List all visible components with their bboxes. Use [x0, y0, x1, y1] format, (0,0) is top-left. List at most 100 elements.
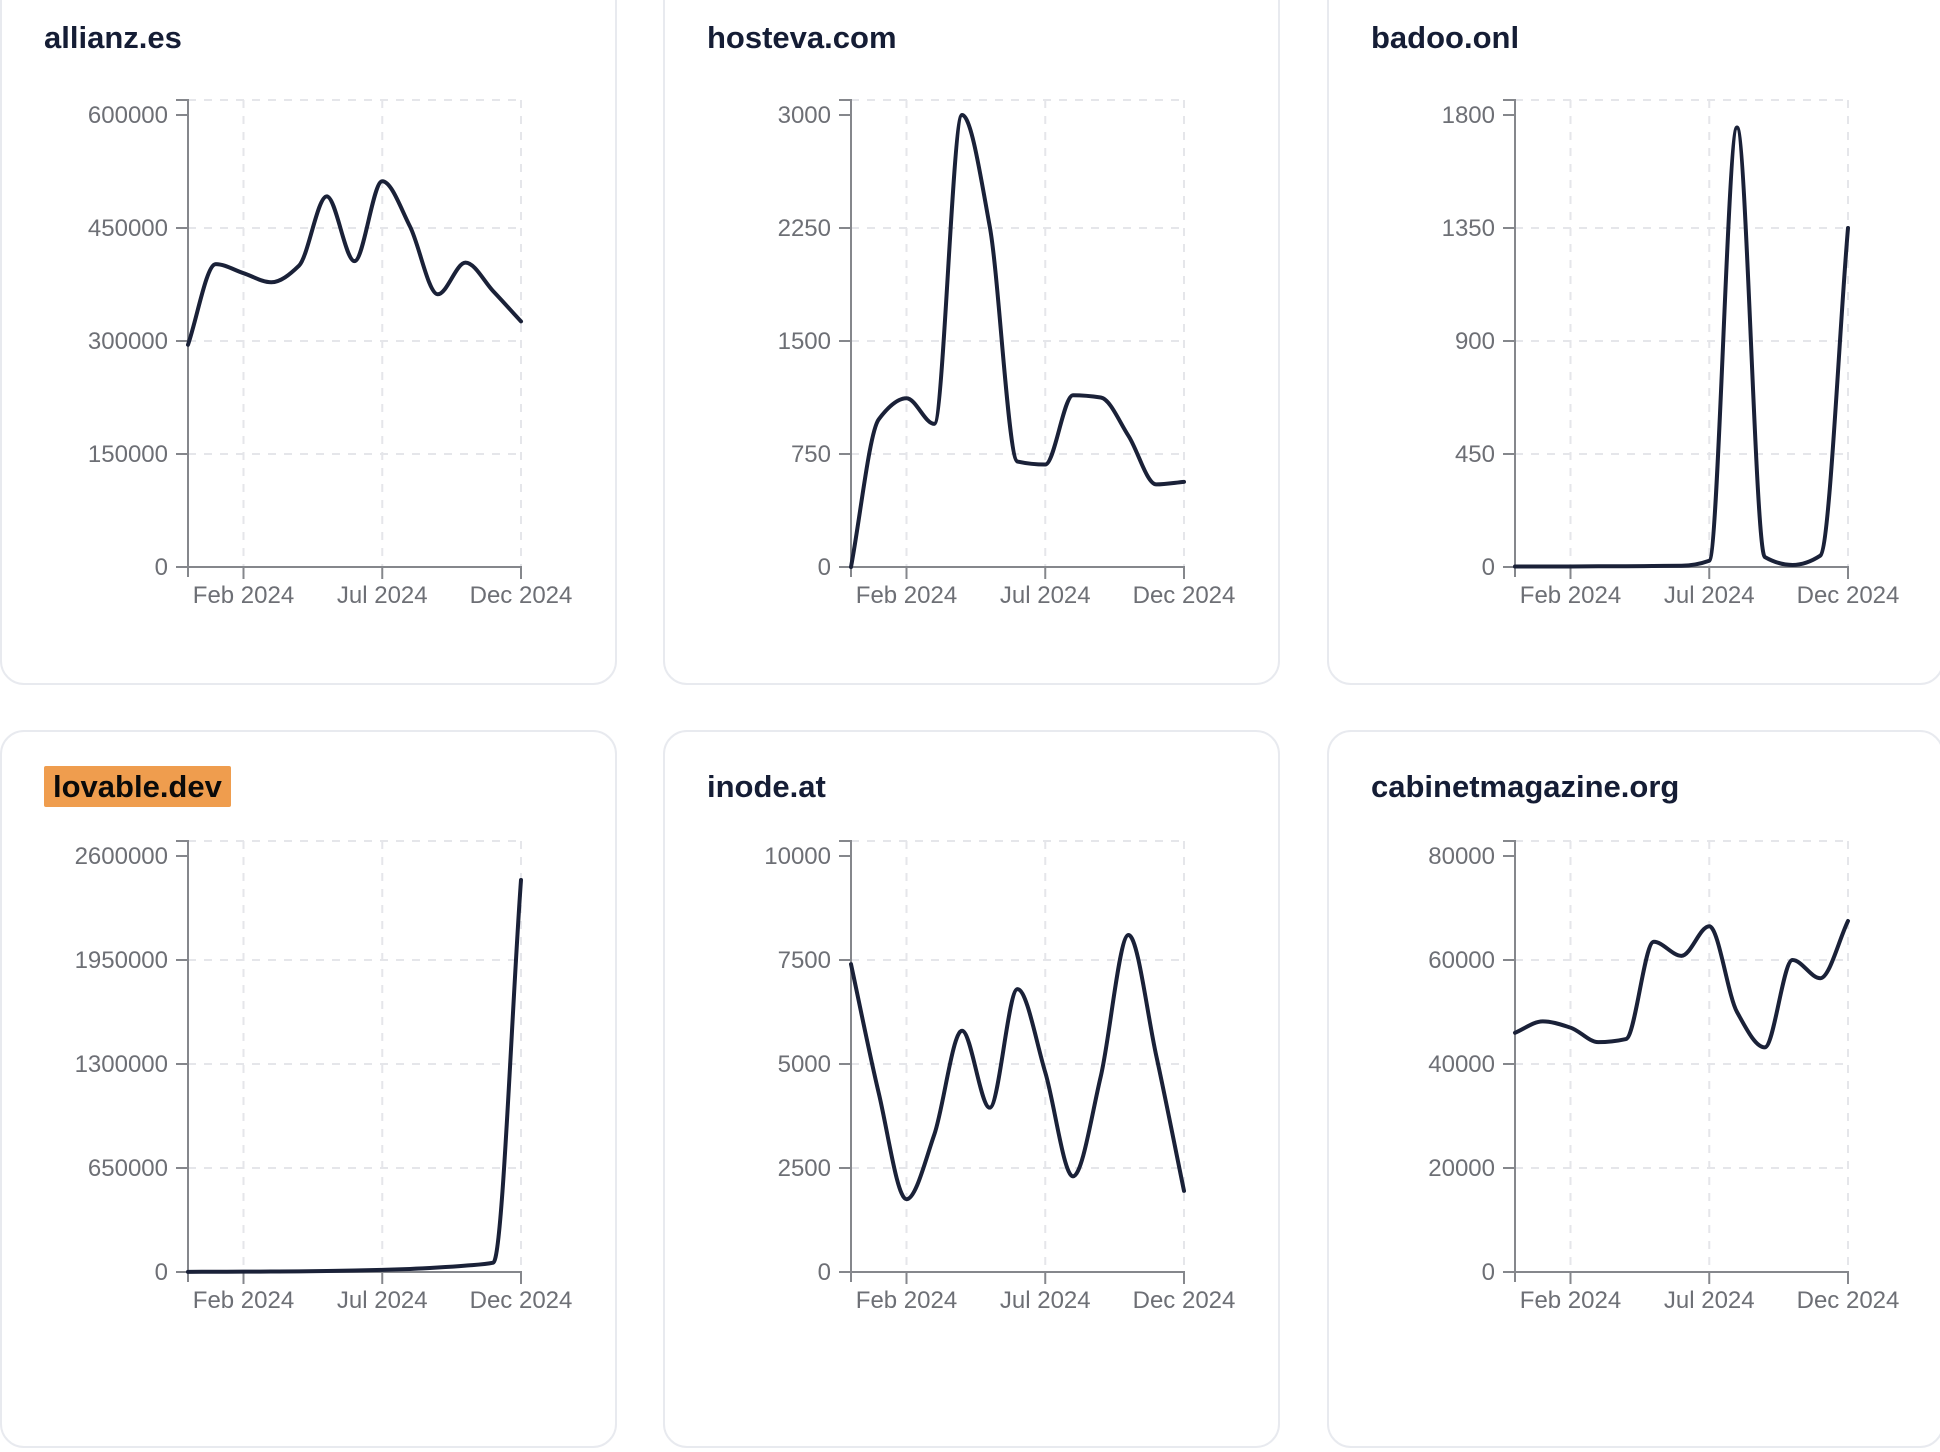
y-tick-label: 7500 [778, 947, 831, 974]
x-tick-label: Feb 2024 [856, 582, 957, 609]
chart-title: allianz.es [44, 18, 182, 58]
y-axis [839, 840, 852, 1273]
x-tick-label: Dec 2024 [1797, 582, 1900, 609]
line-chart: 0 750 1500 2250 3000 Feb 2024 Jul 2024 Dec 2024 [778, 99, 1236, 609]
y-tick-label: 40000 [1428, 1051, 1495, 1078]
x-tick-label: Jul 2024 [1000, 1287, 1091, 1314]
x-tick-label: Feb 2024 [193, 1287, 294, 1314]
chart-card: lovable.dev 0 650000 1300000 1950000 2600000 F… [0, 730, 617, 1448]
line-chart: 0 20000 40000 60000 80000 Feb 2024 Jul 2024 Dec… [1428, 840, 1900, 1314]
series-line [1513, 919, 1850, 1050]
chart-title: inode.at [707, 767, 826, 807]
y-axis [176, 99, 189, 568]
x-tick-label: Jul 2024 [1664, 582, 1755, 609]
chart-title-text: inode.at [707, 769, 826, 804]
chart-title-text: badoo.onl [1371, 20, 1520, 55]
chart-title-text: hosteva.com [707, 20, 897, 55]
y-tick-label: 1300000 [75, 1051, 168, 1078]
y-tick-labels: 0 20000 40000 60000 80000 [1428, 843, 1495, 1286]
x-tick-labels: Feb 2024 Jul 2024 Dec 2024 [193, 1287, 573, 1314]
x-axis [187, 566, 522, 579]
gridlines [1515, 840, 1849, 1272]
y-axis [839, 99, 852, 568]
y-tick-label: 0 [1482, 1259, 1495, 1286]
chart-card: cabinetmagazine.org 0 20000 40000 60000 80000… [1327, 730, 1940, 1448]
x-tick-label: Jul 2024 [1664, 1287, 1755, 1314]
y-tick-label: 650000 [88, 1155, 168, 1182]
x-axis [187, 1271, 522, 1284]
y-tick-label: 1500 [778, 328, 831, 355]
y-axis [1503, 840, 1516, 1273]
line-chart: 0 150000 300000 450000 600000 Feb 2024 Jul 202… [88, 99, 573, 609]
chart-card: badoo.onl 0 450 900 1350 1800 Feb 2024 Jul 2024… [1327, 0, 1940, 685]
y-axis [1503, 99, 1516, 568]
x-tick-label: Feb 2024 [193, 582, 294, 609]
chart-title-text: cabinetmagazine.org [1371, 769, 1680, 804]
series-line [849, 933, 1186, 1202]
line-chart: 0 450 900 1350 1800 Feb 2024 Jul 2024 Dec 2024 [1442, 99, 1900, 609]
y-tick-label: 20000 [1428, 1155, 1495, 1182]
x-tick-label: Feb 2024 [1520, 582, 1621, 609]
y-tick-label: 0 [155, 1259, 168, 1286]
x-tick-label: Dec 2024 [1133, 582, 1236, 609]
y-tick-labels: 0 650000 1300000 1950000 2600000 [75, 843, 168, 1286]
y-tick-label: 5000 [778, 1051, 831, 1078]
x-tick-label: Feb 2024 [1520, 1287, 1621, 1314]
chart-card: inode.at 0 2500 5000 7500 10000 Feb 2024 Jul 20… [663, 730, 1280, 1448]
y-tick-labels: 0 2500 5000 7500 10000 [764, 843, 831, 1286]
gridlines [851, 840, 1185, 1272]
chart-card: hosteva.com 0 750 1500 2250 3000 Feb 2024 Jul 2… [663, 0, 1280, 685]
y-tick-label: 3000 [778, 102, 831, 129]
y-axis [176, 840, 189, 1273]
series-line [186, 179, 523, 347]
y-tick-label: 2600000 [75, 843, 168, 870]
x-tick-labels: Feb 2024 Jul 2024 Dec 2024 [1520, 1287, 1900, 1314]
series-line [1513, 125, 1850, 569]
y-tick-label: 1800 [1442, 102, 1495, 129]
x-tick-label: Jul 2024 [337, 582, 428, 609]
y-tick-label: 10000 [764, 843, 831, 870]
x-axis [1514, 566, 1849, 579]
x-tick-labels: Feb 2024 Jul 2024 Dec 2024 [856, 1287, 1236, 1314]
y-tick-label: 0 [818, 554, 831, 581]
x-tick-label: Jul 2024 [1000, 582, 1091, 609]
line-chart: 0 2500 5000 7500 10000 Feb 2024 Jul 2024 Dec 20… [764, 840, 1236, 1314]
y-tick-label: 450000 [88, 215, 168, 242]
gridlines [851, 99, 1185, 567]
x-tick-label: Feb 2024 [856, 1287, 957, 1314]
x-tick-labels: Feb 2024 Jul 2024 Dec 2024 [856, 582, 1236, 609]
chart-title: lovable.dev [44, 766, 231, 807]
y-tick-label: 2250 [778, 215, 831, 242]
y-tick-labels: 0 750 1500 2250 3000 [778, 102, 831, 581]
y-tick-label: 80000 [1428, 843, 1495, 870]
line-chart: 0 650000 1300000 1950000 2600000 Feb 2024 Jul … [75, 840, 573, 1314]
y-tick-label: 0 [818, 1259, 831, 1286]
y-tick-labels: 0 150000 300000 450000 600000 [88, 102, 168, 581]
y-tick-label: 900 [1455, 328, 1495, 355]
series-line [186, 878, 523, 1274]
x-tick-label: Jul 2024 [337, 1287, 428, 1314]
y-tick-label: 1350 [1442, 215, 1495, 242]
x-tick-label: Dec 2024 [1797, 1287, 1900, 1314]
chart-title-text-highlighted: lovable.dev [44, 766, 231, 807]
gridlines [188, 840, 522, 1272]
y-tick-label: 1950000 [75, 947, 168, 974]
x-tick-labels: Feb 2024 Jul 2024 Dec 2024 [1520, 582, 1900, 609]
y-tick-label: 600000 [88, 102, 168, 129]
chart-title: badoo.onl [1371, 18, 1519, 58]
x-axis [850, 1271, 1185, 1284]
chart-card: allianz.es 0 150000 300000 450000 600000 Feb 2… [0, 0, 617, 685]
gridlines [188, 99, 522, 567]
y-tick-labels: 0 450 900 1350 1800 [1442, 102, 1495, 581]
x-tick-label: Dec 2024 [470, 1287, 573, 1314]
y-tick-label: 60000 [1428, 947, 1495, 974]
chart-title-text: allianz.es [44, 20, 182, 55]
series-line [849, 113, 1186, 569]
y-tick-label: 450 [1455, 441, 1495, 468]
x-tick-labels: Feb 2024 Jul 2024 Dec 2024 [193, 582, 573, 609]
y-tick-label: 2500 [778, 1155, 831, 1182]
x-axis [850, 566, 1185, 579]
x-tick-label: Dec 2024 [1133, 1287, 1236, 1314]
y-tick-label: 0 [155, 554, 168, 581]
